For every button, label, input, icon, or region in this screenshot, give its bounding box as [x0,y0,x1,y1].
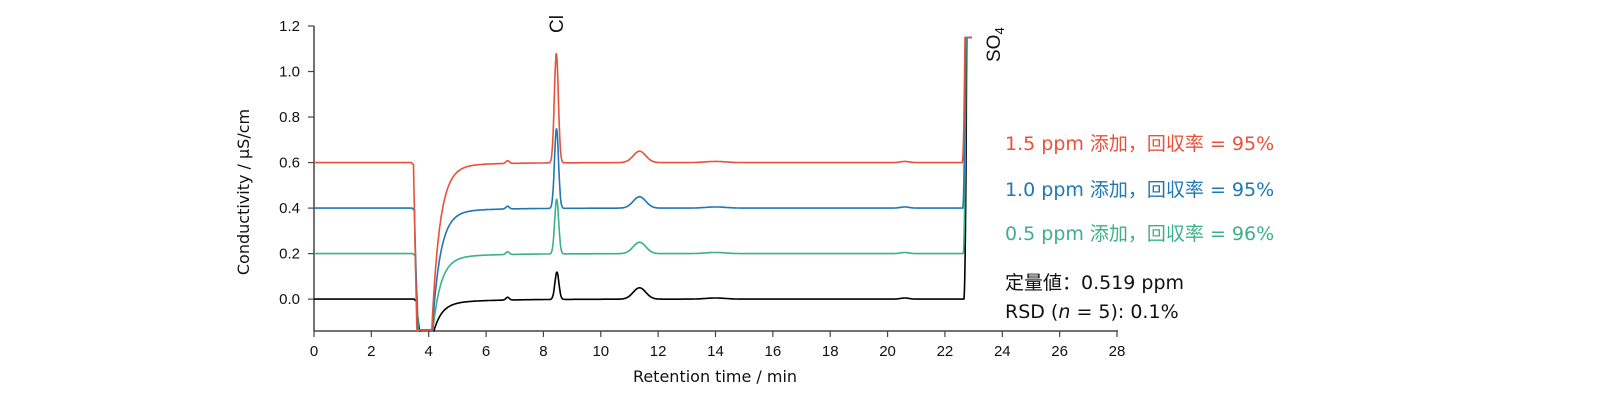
x-tick-label-10: 20 [879,343,896,360]
x-tick-label-12: 24 [994,343,1011,360]
y-tick-label-4: 0.8 [279,109,300,126]
peak-label-so4: SO4 [984,27,1007,62]
x-tick-label-7: 14 [707,343,724,360]
rsd-n: n [1058,301,1070,323]
x-tick-label-9: 18 [822,343,839,360]
x-tick-label-2: 4 [425,343,433,360]
x-tick-label-1: 2 [367,343,375,360]
x-tick-label-0: 0 [310,343,318,360]
x-tick-label-14: 28 [1109,343,1126,360]
x-tick-label-4: 8 [539,343,547,360]
legend: 1.5 ppm 添加，回収率 = 95% 1.0 ppm 添加，回収率 = 95… [1005,133,1274,245]
peak-label-cl: Cl [547,15,568,33]
peak-label-so4-sub: 4 [992,27,1007,34]
y-ticks: 0.0 0.2 0.4 0.6 0.8 1.0 1.2 [279,18,314,308]
peak-label-so4-main: SO [984,35,1005,62]
x-tick-label-13: 26 [1051,343,1068,360]
trace-3 [313,36,973,332]
quant-value-annotation: 定量値：0.519 ppm [1005,272,1184,294]
x-tick-label-5: 10 [592,343,609,360]
x-axis-title: Retention time / min [633,367,797,386]
y-tick-label-5: 1.0 [279,64,300,81]
y-tick-label-3: 0.6 [279,155,300,172]
trace-1 [313,36,973,332]
legend-entry-1: 1.5 ppm 添加，回収率 = 95% [1005,133,1274,155]
rsd-annotation: RSD (n = 5): 0.1% [1005,301,1179,323]
y-axis-title: Conductivity / µS/cm [234,109,253,275]
y-tick-label-1: 0.2 [279,246,300,263]
y-tick-label-2: 0.4 [279,200,300,217]
trace-4 [313,36,973,332]
y-tick-label-0: 0.0 [279,291,300,308]
y-tick-label-6: 1.2 [279,18,300,35]
x-tick-label-6: 12 [650,343,667,360]
x-ticks: 0 2 4 6 8 10 12 14 16 18 20 22 24 26 28 [310,331,1126,360]
trace-2 [313,36,973,332]
rsd-suffix: = 5): 0.1% [1070,301,1178,323]
rsd-prefix: RSD ( [1005,301,1058,323]
x-tick-label-3: 6 [482,343,490,360]
traces [313,36,973,332]
x-tick-label-8: 16 [765,343,782,360]
legend-entry-3: 0.5 ppm 添加，回収率 = 96% [1005,223,1274,245]
x-tick-label-11: 22 [937,343,954,360]
legend-entry-2: 1.0 ppm 添加，回収率 = 95% [1005,179,1274,201]
